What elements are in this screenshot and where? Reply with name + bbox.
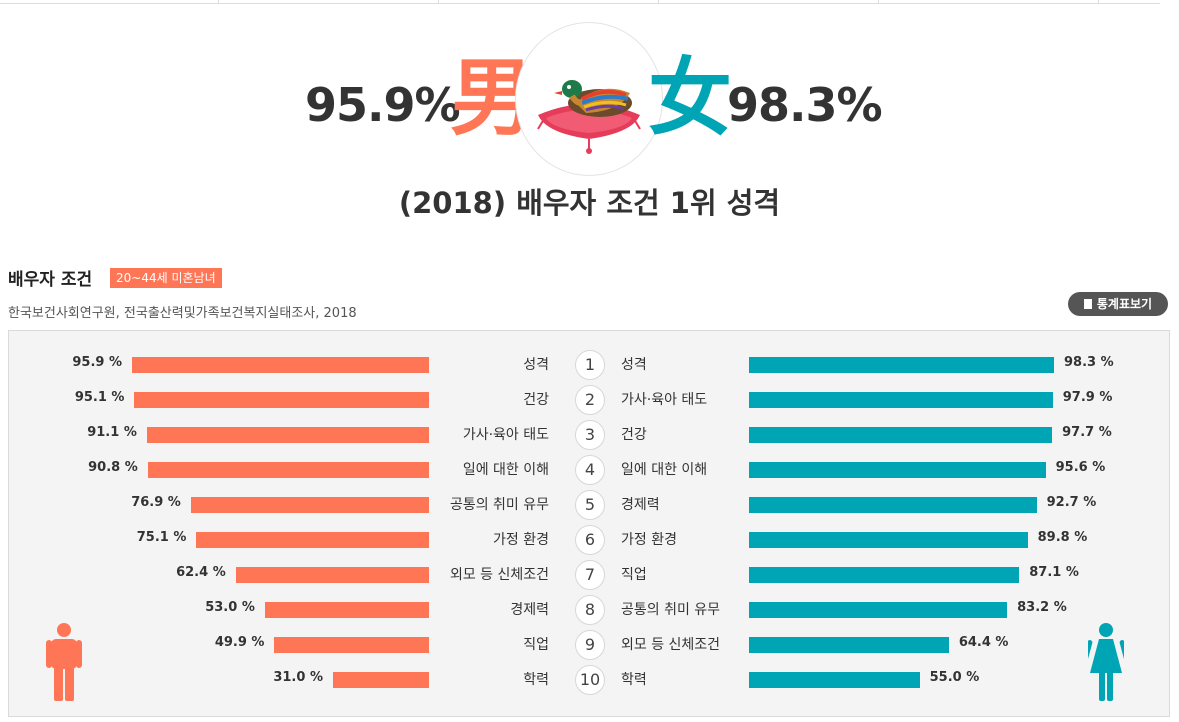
chart-panel: 95.9 % 성격 1 성격 98.3 % 95.1 % 건강 2 가사·육아 태도 97.9 %… bbox=[8, 330, 1170, 717]
male-value-label: 91.1 % bbox=[87, 425, 137, 440]
male-value-label: 95.1 % bbox=[74, 390, 125, 405]
male-category-label: 가정 환경 bbox=[493, 532, 549, 548]
rank-badge: 4 bbox=[575, 455, 605, 485]
male-category-label: 건강 bbox=[523, 392, 549, 408]
age-group-badge: 20~44세 미혼남녀 bbox=[110, 268, 222, 288]
hero-title: (2018) 배우자 조건 1위 성격 bbox=[398, 186, 781, 220]
male-value-label: 49.9 % bbox=[214, 635, 265, 650]
male-value-label: 95.9 % bbox=[72, 355, 122, 370]
view-stats-table-label: 통계표보기 bbox=[1096, 297, 1153, 311]
male-value-label: 76.9 % bbox=[131, 495, 181, 510]
female-category-label: 경제력 bbox=[621, 497, 660, 513]
male-figure-icon bbox=[46, 623, 82, 701]
top-tab-strip bbox=[0, 0, 1160, 4]
male-category-label: 학력 bbox=[523, 672, 549, 688]
male-category-label: 외모 등 신체조건 bbox=[449, 567, 549, 583]
female-bar bbox=[749, 357, 1054, 373]
male-value-label: 90.8 % bbox=[88, 460, 138, 475]
section-title: 배우자 조건 bbox=[8, 270, 93, 290]
chart-row: 31.0 % 학력 10 학력 55.0 % bbox=[9, 664, 1169, 695]
document-icon bbox=[1083, 299, 1092, 309]
chart-row: 90.8 % 일에 대한 이해 4 일에 대한 이해 95.6 % bbox=[9, 454, 1169, 485]
female-category-label: 건강 bbox=[621, 427, 647, 443]
male-bar bbox=[274, 637, 429, 653]
chart-row: 95.9 % 성격 1 성격 98.3 % bbox=[9, 349, 1169, 380]
male-value-label: 31.0 % bbox=[273, 670, 323, 685]
female-value-label: 83.2 % bbox=[1017, 600, 1067, 615]
male-category-label: 직업 bbox=[523, 637, 549, 653]
female-category-label: 성격 bbox=[621, 357, 647, 373]
chart-row: 91.1 % 가사·육아 태도 3 건강 97.7 % bbox=[9, 419, 1169, 450]
male-category-label: 공통의 취미 유무 bbox=[449, 497, 549, 513]
female-bar bbox=[749, 462, 1046, 478]
male-bar bbox=[235, 567, 429, 583]
male-bar bbox=[134, 392, 429, 408]
rank-badge: 10 bbox=[575, 665, 605, 695]
chart-row: 76.9 % 공통의 취미 유무 5 경제력 92.7 % bbox=[9, 489, 1169, 520]
male-category-label: 경제력 bbox=[510, 602, 549, 618]
chart-row: 49.9 % 직업 9 외모 등 신체조건 64.4 % bbox=[9, 629, 1169, 660]
mandarin-duck-icon bbox=[537, 80, 641, 154]
chart-row: 75.1 % 가정 환경 6 가정 환경 89.8 % bbox=[9, 524, 1169, 555]
male-bar bbox=[190, 497, 429, 513]
chart-row: 53.0 % 경제력 8 공통의 취미 유무 83.2 % bbox=[9, 594, 1169, 625]
female-bar bbox=[749, 392, 1053, 408]
female-value-label: 95.6 % bbox=[1055, 460, 1106, 475]
male-category-label: 가사·육아 태도 bbox=[462, 427, 549, 443]
male-value-label: 53.0 % bbox=[205, 600, 255, 615]
female-value-label: 97.7 % bbox=[1062, 425, 1112, 440]
rank-badge: 7 bbox=[575, 560, 605, 590]
rank-badge: 1 bbox=[575, 350, 605, 380]
rank-badge: 5 bbox=[575, 490, 605, 520]
rank-badge: 3 bbox=[575, 420, 605, 450]
female-value-label: 89.8 % bbox=[1037, 530, 1088, 545]
data-source: 한국보건사회연구원, 전국출산력및가족보건복지실태조사, 2018 bbox=[8, 306, 357, 321]
mandarin-duck-medallion bbox=[515, 22, 663, 176]
female-value-label: 97.9 % bbox=[1062, 390, 1113, 405]
female-category-label: 직업 bbox=[621, 567, 647, 583]
female-bar bbox=[749, 567, 1020, 583]
female-value-label: 98.3 % bbox=[1064, 355, 1114, 370]
female-bar bbox=[749, 532, 1028, 548]
female-bar bbox=[749, 427, 1053, 443]
male-bar bbox=[146, 427, 429, 443]
male-bar bbox=[147, 462, 429, 478]
female-value-label: 92.7 % bbox=[1046, 495, 1097, 510]
female-category-label: 학력 bbox=[621, 672, 647, 688]
male-bar bbox=[332, 672, 429, 688]
male-category-label: 일에 대한 이해 bbox=[462, 462, 549, 478]
view-stats-table-button[interactable]: 통계표보기 bbox=[1068, 292, 1168, 316]
male-bar bbox=[132, 357, 429, 373]
female-value-label: 87.1 % bbox=[1029, 565, 1079, 580]
chart-row: 95.1 % 건강 2 가사·육아 태도 97.9 % bbox=[9, 384, 1169, 415]
chart-row: 62.4 % 외모 등 신체조건 7 직업 87.1 % bbox=[9, 559, 1169, 590]
female-bar bbox=[749, 637, 949, 653]
female-value-label: 64.4 % bbox=[958, 635, 1009, 650]
rank-badge: 2 bbox=[575, 385, 605, 415]
female-value-label: 55.0 % bbox=[929, 670, 980, 685]
female-category-label: 공통의 취미 유무 bbox=[621, 602, 721, 618]
female-category-label: 가정 환경 bbox=[621, 532, 677, 548]
female-figure-icon bbox=[1088, 623, 1124, 701]
male-bar bbox=[196, 532, 429, 548]
male-value-label: 75.1 % bbox=[136, 530, 187, 545]
female-category-label: 외모 등 신체조건 bbox=[621, 637, 721, 653]
female-bar bbox=[749, 602, 1008, 618]
rank-badge: 8 bbox=[575, 595, 605, 625]
male-bar bbox=[264, 602, 429, 618]
hero-female-char: 女 bbox=[648, 49, 733, 147]
female-category-label: 일에 대한 이해 bbox=[621, 462, 708, 478]
hero-male-percent: 95.9% bbox=[305, 78, 461, 132]
female-bar bbox=[749, 672, 920, 688]
female-category-label: 가사·육아 태도 bbox=[621, 392, 708, 408]
female-bar bbox=[749, 497, 1037, 513]
rank-badge: 9 bbox=[575, 630, 605, 660]
male-value-label: 62.4 % bbox=[176, 565, 226, 580]
male-category-label: 성격 bbox=[523, 357, 549, 373]
hero-female-percent: 98.3% bbox=[727, 78, 883, 132]
rank-badge: 6 bbox=[575, 525, 605, 555]
